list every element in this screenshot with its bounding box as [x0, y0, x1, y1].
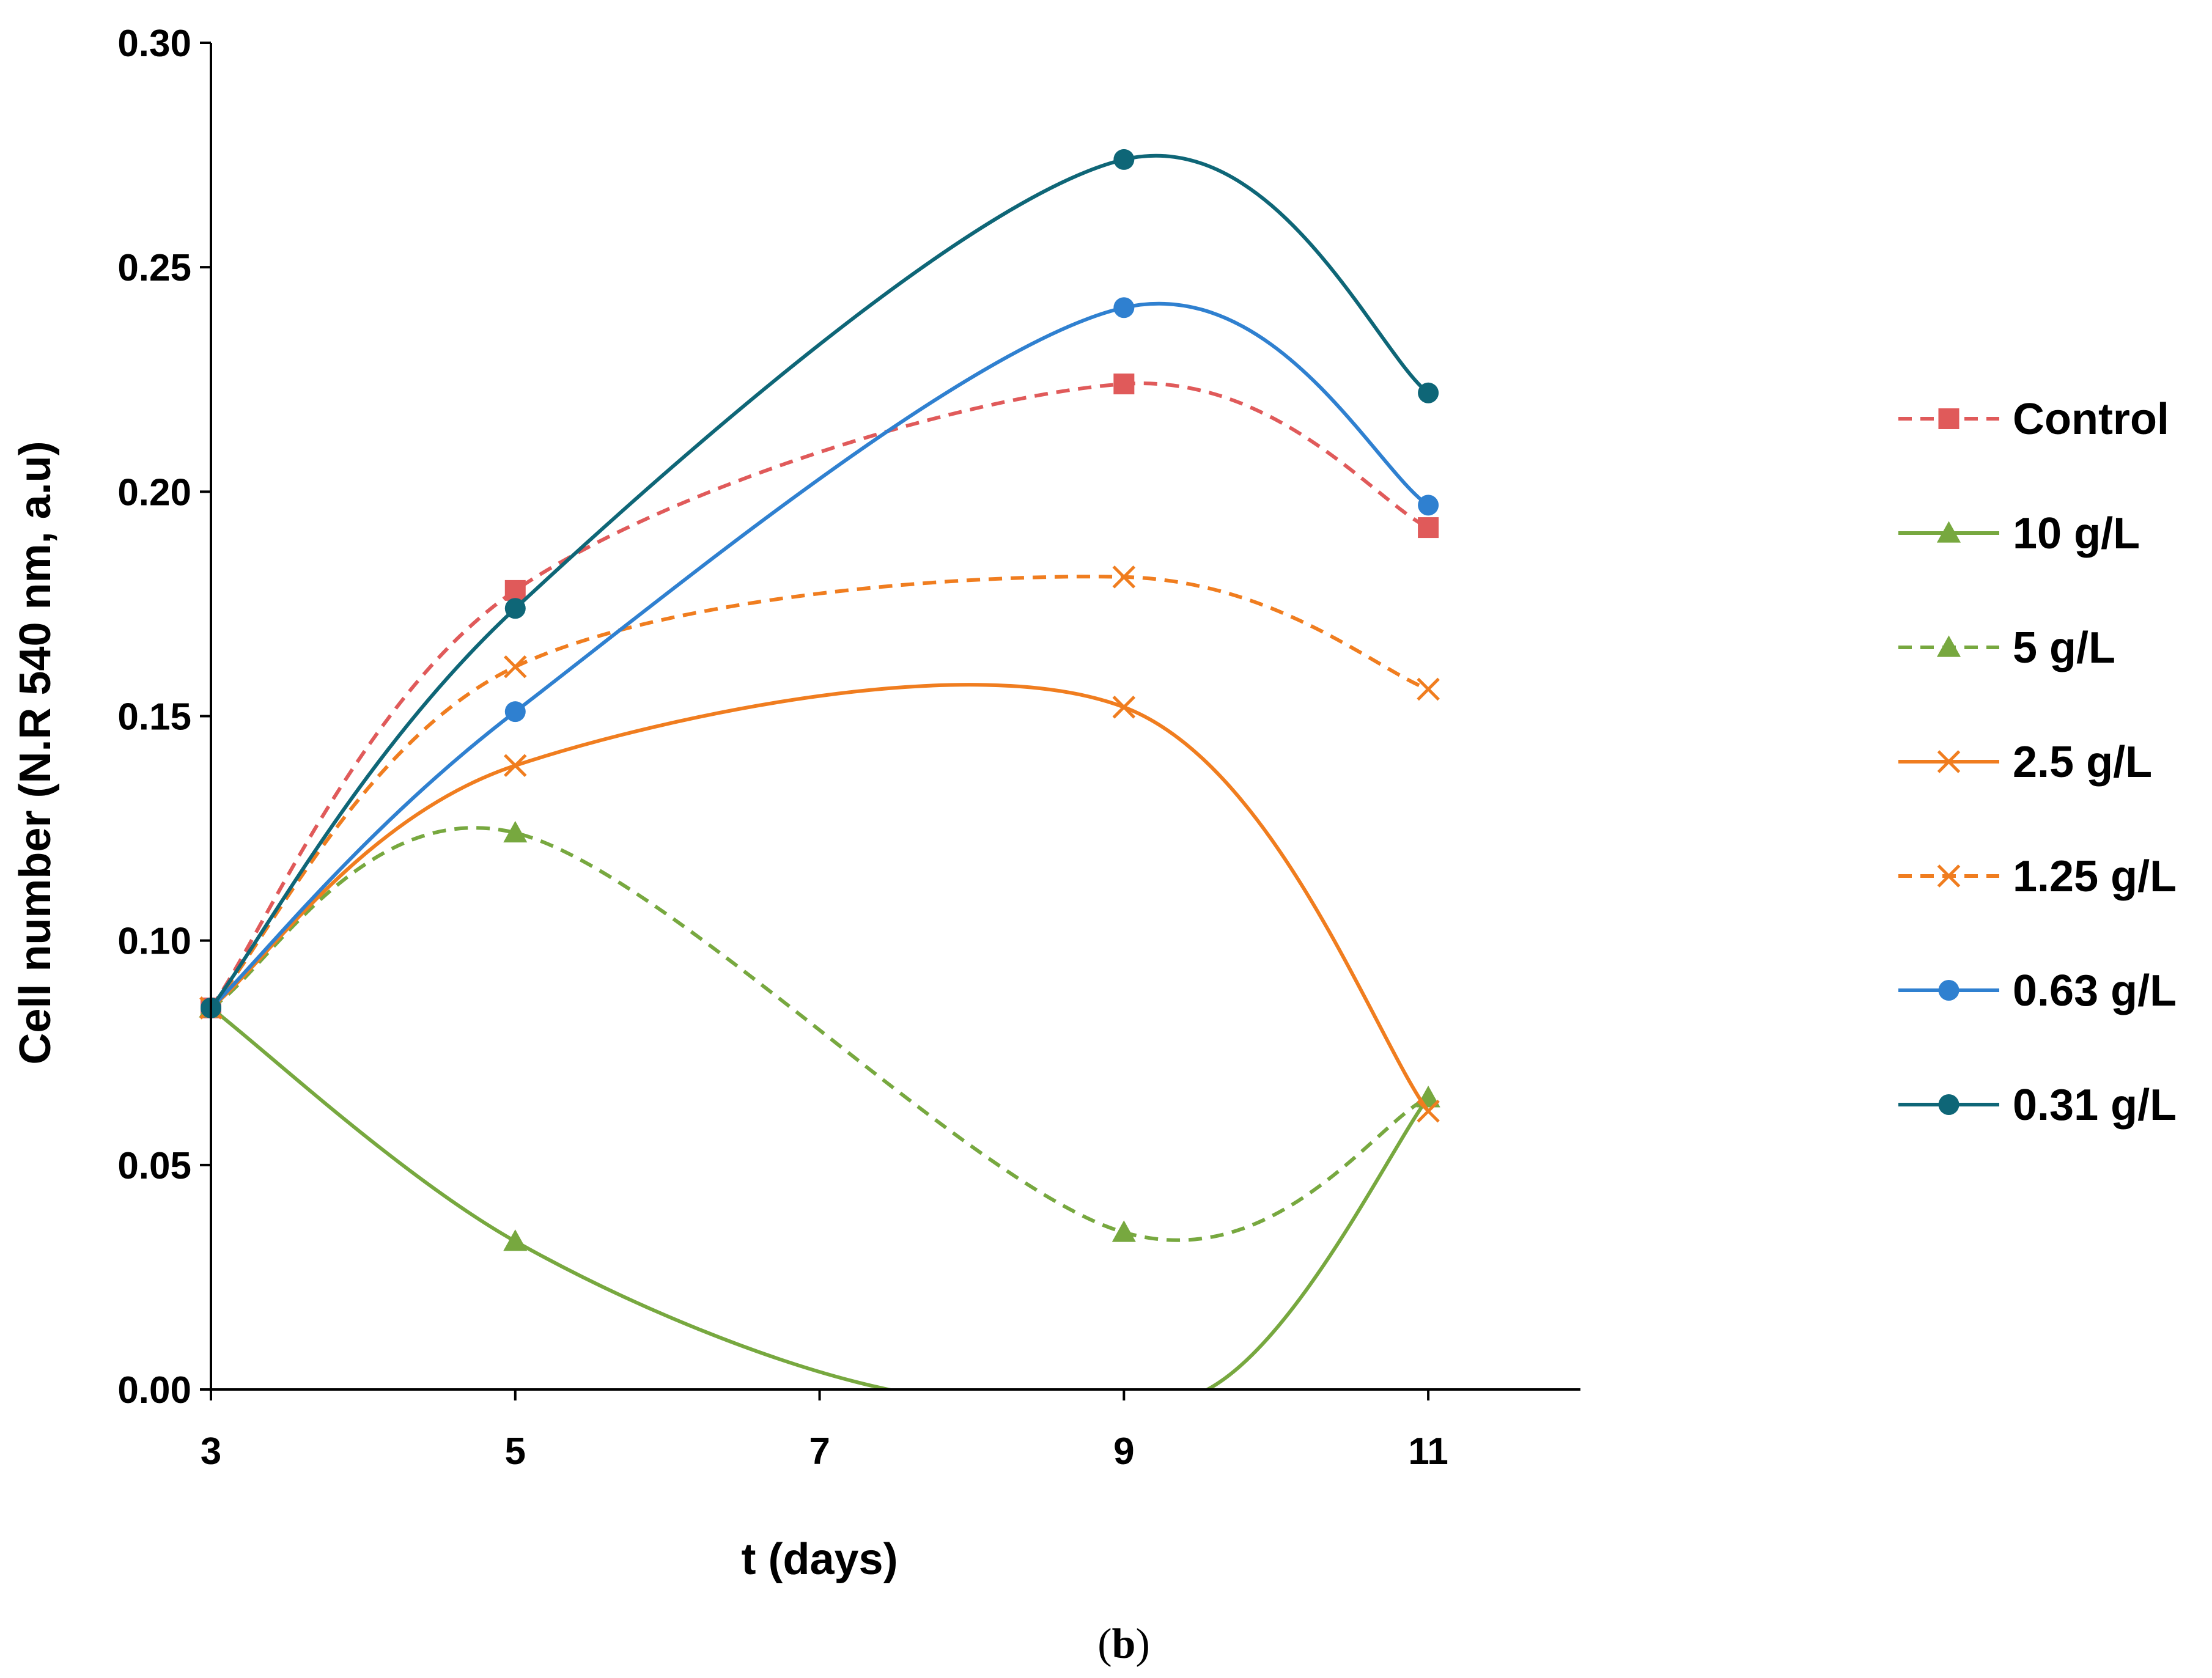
data-point	[1417, 1099, 1440, 1123]
data-point	[1418, 495, 1439, 516]
data-point	[1418, 517, 1439, 539]
legend-item: 2.5 g/L	[1898, 738, 2152, 787]
data-point	[504, 655, 527, 679]
series-layer	[199, 149, 1440, 1389]
legend-marker	[1938, 1094, 1959, 1115]
legend-item: 5 g/L	[1898, 624, 2115, 672]
legend-item: 10 g/L	[1898, 509, 2140, 558]
x-axis-title: t (days)	[742, 1535, 898, 1584]
data-point	[1112, 696, 1136, 719]
figure-caption: (b)	[1097, 1621, 1150, 1668]
legend-label: 1.25 g/L	[2013, 852, 2177, 901]
series-line	[211, 683, 1430, 1113]
legend-item: 0.63 g/L	[1898, 966, 2177, 1015]
legend-marker	[1937, 864, 1961, 888]
data-point	[504, 598, 526, 619]
x-tick-label: 7	[809, 1430, 830, 1473]
series-6	[201, 297, 1439, 1018]
x-tick-label: 9	[1113, 1430, 1134, 1473]
data-point	[503, 1229, 528, 1251]
data-point	[1112, 565, 1136, 589]
legend-label: 2.5 g/L	[2013, 738, 2152, 787]
y-tick-label: 0.15	[117, 696, 191, 738]
data-point	[503, 820, 528, 843]
data-point	[1112, 1220, 1136, 1242]
legend-label: 10 g/L	[2013, 509, 2140, 558]
y-tick-label: 0.05	[117, 1145, 191, 1187]
series-line	[211, 301, 1429, 1009]
data-point	[504, 754, 527, 778]
series-line	[211, 153, 1429, 1009]
legend-marker	[1936, 521, 1961, 543]
ticks-layer: 0.00 0.05 0.10 0.15 0.20 0.25 0.30 3 5 7 9 11	[117, 23, 1448, 1473]
legend-marker	[1938, 980, 1959, 1001]
legend-label: 5 g/L	[2013, 624, 2115, 672]
y-tick-label: 0.00	[117, 1369, 191, 1411]
series-5	[199, 565, 1440, 1020]
legend-marker	[1937, 750, 1961, 773]
series-2	[199, 996, 1440, 1389]
data-point	[1113, 374, 1135, 395]
legend-item: Control	[1898, 395, 2169, 444]
y-tick-label: 0.20	[117, 471, 191, 513]
y-tick-label: 0.25	[117, 247, 191, 289]
y-tick-label: 0.30	[117, 23, 191, 65]
series-line	[211, 826, 1429, 1242]
data-point	[1113, 297, 1135, 318]
series-3	[199, 820, 1440, 1242]
x-tick-label: 3	[201, 1430, 221, 1473]
legend-marker	[1936, 635, 1961, 657]
series-7	[201, 149, 1439, 1018]
legend-label: 0.31 g/L	[2013, 1081, 2177, 1130]
x-tick-label: 11	[1408, 1430, 1448, 1473]
legend: Control 10 g/L 5 g/L 2.5 g/L 1.25 g/L 0.63 g/…	[1898, 395, 2177, 1130]
data-point	[504, 580, 526, 601]
data-point	[504, 701, 526, 723]
legend-marker	[1938, 408, 1959, 429]
legend-item: 1.25 g/L	[1898, 852, 2177, 901]
legend-item: 0.31 g/L	[1898, 1081, 2177, 1130]
y-axis-title: Cell number (N.R 540 nm, a.u)	[11, 441, 60, 1064]
y-tick-label: 0.10	[117, 921, 191, 963]
legend-label: 0.63 g/L	[2013, 966, 2177, 1015]
series-line	[211, 1006, 1430, 1389]
x-tick-label: 5	[505, 1430, 526, 1473]
data-point	[1417, 677, 1440, 701]
legend-label: Control	[2013, 395, 2169, 444]
data-point	[1113, 149, 1135, 170]
series-line	[211, 381, 1429, 1009]
data-point	[1418, 382, 1439, 403]
series-line	[211, 575, 1429, 1009]
